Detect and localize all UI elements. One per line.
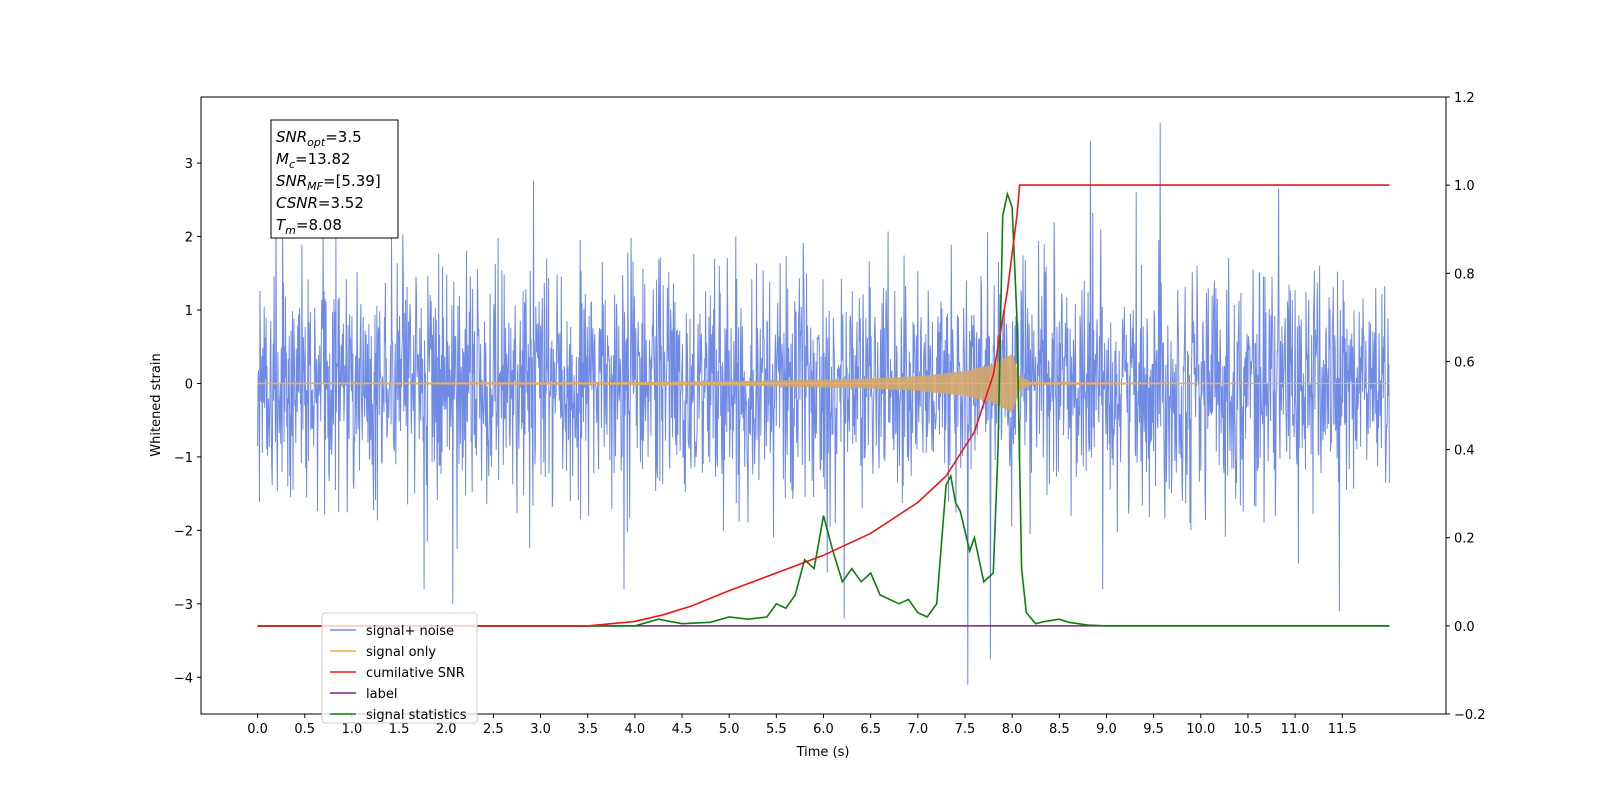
y-axis-left: 3 2 1 0 −1 −2 −3 −4 [174, 157, 201, 686]
x-tick-label: 1.5 [389, 722, 410, 737]
y-tick-label: 2 [185, 231, 193, 246]
y2-tick-label: 0.2 [1454, 532, 1475, 547]
legend-entry-label: cumilative SNR [366, 666, 465, 681]
x-tick-label: 2.5 [483, 722, 504, 737]
y-tick-label: −1 [174, 451, 193, 466]
legend-entry-label: label [366, 687, 397, 702]
info-box-line: CSNR=3.52 [276, 194, 364, 212]
x-tick-label: 5.5 [766, 722, 787, 737]
y2-tick-label: 0.4 [1454, 444, 1475, 459]
x-tick-label: 6.0 [813, 722, 834, 737]
y2-tick-label: 1.0 [1454, 179, 1475, 194]
legend-entry-label: signal only [366, 645, 436, 660]
legend-frame [321, 612, 478, 724]
x-tick-label: 4.5 [672, 722, 693, 737]
y-tick-label: −2 [174, 524, 193, 539]
series-signal-statistics-line [257, 191, 1390, 627]
x-axis-title: Time (s) [796, 745, 850, 760]
x-tick-label: 2.0 [436, 722, 457, 737]
y2-tick-label: 0.6 [1454, 355, 1475, 370]
series-cumulative-snr-line [257, 184, 1390, 627]
y-tick-label: −4 [174, 671, 193, 686]
legend-entry-label: signal statistics [366, 708, 467, 723]
legend: signal+ noise signal only cumilative SNR la… [321, 612, 478, 724]
y2-tick-label: −0.2 [1454, 708, 1486, 723]
y-axis-title: Whitened strain [149, 353, 164, 456]
y2-tick-label: 0.8 [1454, 267, 1475, 282]
x-tick-label: 10.5 [1233, 722, 1262, 737]
series-signal-noise-line [257, 122, 1390, 685]
x-tick-label: 10.0 [1186, 722, 1215, 737]
y-tick-label: 0 [185, 377, 193, 392]
y-tick-label: 3 [185, 157, 193, 172]
x-tick-label: 8.5 [1049, 722, 1070, 737]
plot-area [257, 122, 1390, 685]
y2-tick-label: 1.2 [1454, 91, 1475, 106]
x-tick-label: 11.5 [1328, 722, 1357, 737]
info-box-line: Tm=8.08 [276, 216, 342, 237]
x-tick-label: 9.0 [1096, 722, 1117, 737]
x-tick-label: 3.0 [530, 722, 551, 737]
x-tick-label: 1.0 [342, 722, 363, 737]
x-tick-label: 11.0 [1281, 722, 1310, 737]
info-box-line: SNRMF=[5.39] [276, 172, 381, 193]
x-axis: 0.0 0.5 1.0 1.5 2.0 2.5 3.0 3.5 4.0 4.5 5.0 5.5 6.0 6… [247, 714, 1357, 737]
x-tick-label: 6.5 [860, 722, 881, 737]
y-tick-label: 1 [185, 304, 193, 319]
x-tick-label: 0.0 [247, 722, 268, 737]
y-axis-right: 1.2 1.0 0.8 0.6 0.4 0.2 0.0 −0.2 [1446, 91, 1486, 723]
x-tick-label: 4.0 [625, 722, 646, 737]
x-tick-label: 7.0 [907, 722, 928, 737]
x-tick-label: 3.5 [577, 722, 598, 737]
info-box-line: SNRopt=3.5 [276, 128, 362, 149]
info-box-line: Mc=13.82 [276, 150, 351, 171]
y-tick-label: −3 [174, 598, 193, 613]
info-box-frame [270, 119, 399, 239]
x-tick-label: 5.0 [719, 722, 740, 737]
x-tick-label: 9.5 [1143, 722, 1164, 737]
x-tick-label: 7.5 [955, 722, 976, 737]
x-tick-label: 0.5 [294, 722, 315, 737]
legend-entry-label: signal+ noise [366, 624, 454, 639]
y2-tick-label: 0.0 [1454, 620, 1475, 635]
x-tick-label: 8.0 [1002, 722, 1023, 737]
